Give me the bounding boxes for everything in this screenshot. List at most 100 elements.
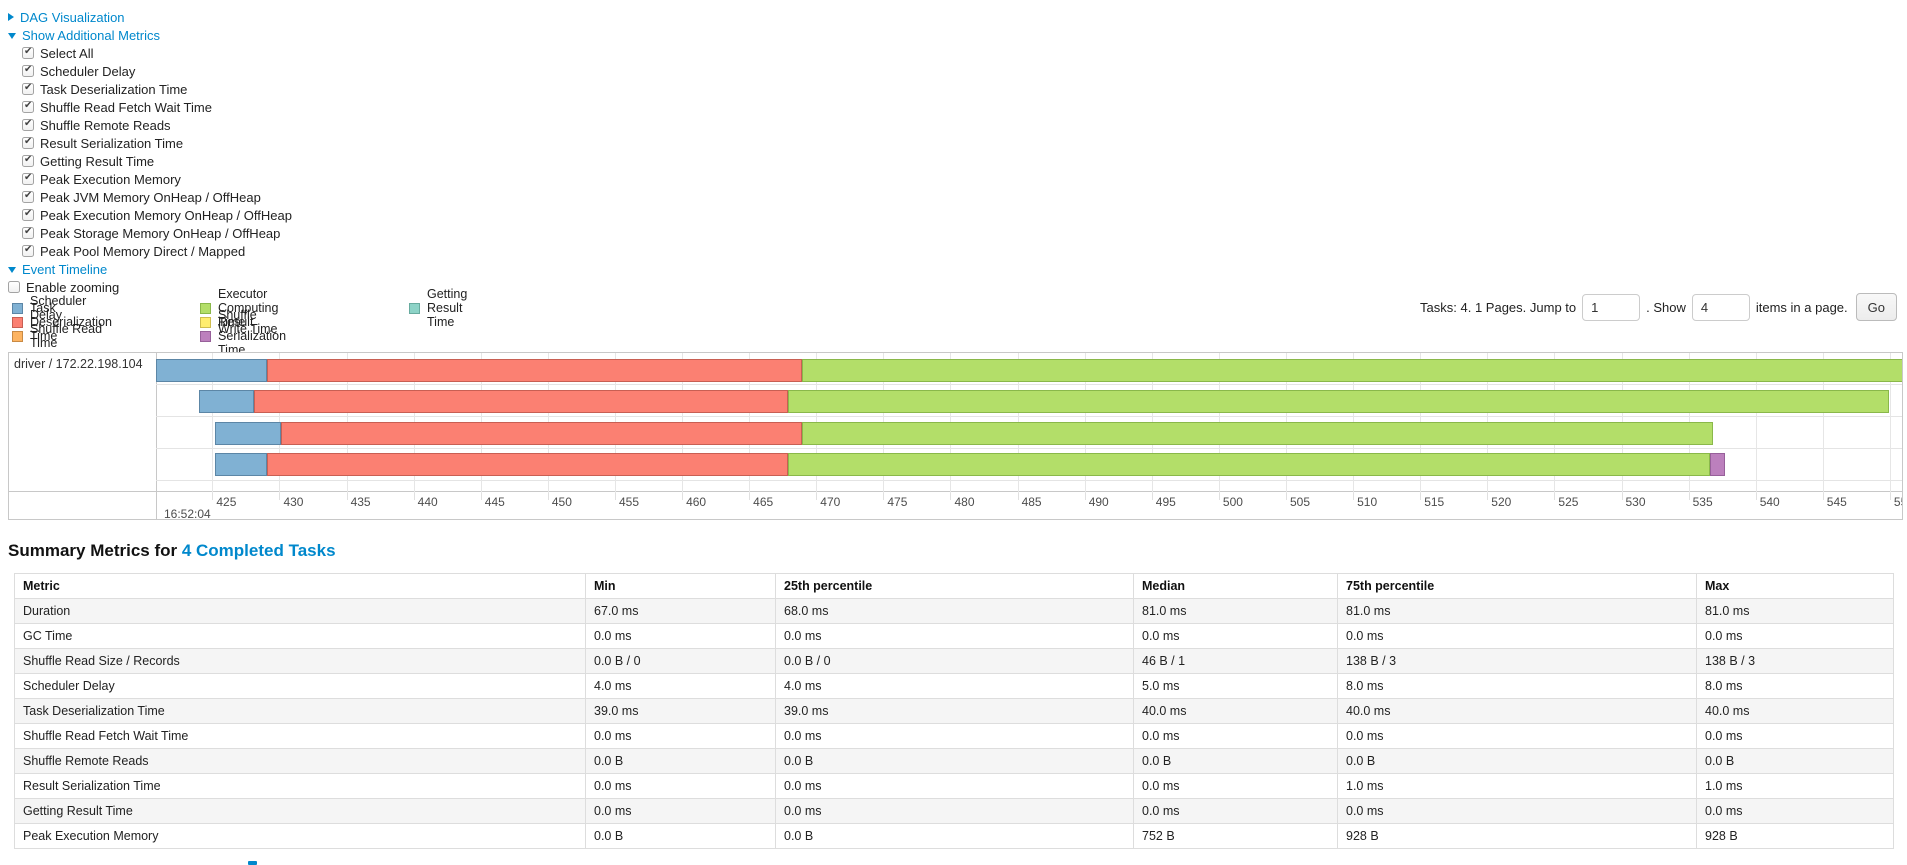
axis-tickmark: [480, 492, 482, 500]
table-cell: 0.0 B / 0: [585, 648, 776, 674]
show-additional-metrics-toggle[interactable]: Show Additional Metrics: [8, 26, 292, 44]
axis-tickmark: [1084, 492, 1086, 500]
expanded-triangle-icon: [8, 267, 16, 273]
go-button[interactable]: Go: [1855, 293, 1897, 321]
table-cell: Shuffle Read Fetch Wait Time: [14, 723, 586, 749]
table-row: Task Deserialization Time 39.0 ms 39.0 ms 4…: [14, 698, 1894, 724]
metric-checkbox-row: Shuffle Read Fetch Wait Time: [22, 98, 292, 116]
summary-metrics-table: Metric Min 25th percentile Median 75th perce…: [14, 573, 1894, 849]
timeline-bar-segment-executor_computing[interactable]: [788, 390, 1889, 413]
timeline-bar-segment-executor_computing[interactable]: [801, 422, 1713, 445]
axis-tick-label: 475: [887, 495, 908, 509]
axis-tick-label: 445: [484, 495, 505, 509]
table-cell: Task Deserialization Time: [14, 698, 586, 724]
timeline-bar-segment-scheduler_delay[interactable]: [156, 359, 268, 382]
table-cell: Peak Execution Memory: [14, 823, 586, 849]
timeline-bar-segment-scheduler_delay[interactable]: [198, 390, 254, 413]
axis-tick-label: 470: [820, 495, 841, 509]
event-timeline-label: Event Timeline: [22, 261, 108, 277]
table-header-cell: Max: [1696, 573, 1894, 599]
metric-checkbox[interactable]: [22, 172, 34, 185]
table-cell: Shuffle Read Size / Records: [14, 648, 586, 674]
axis-tick-label: 510: [1357, 495, 1378, 509]
event-timeline-toggle[interactable]: Event Timeline: [8, 260, 292, 278]
axis-tick-label: 545: [1826, 495, 1847, 509]
metric-checkbox[interactable]: [22, 100, 34, 113]
axis-tick-label: 540: [1759, 495, 1780, 509]
table-cell: 4.0 ms: [775, 673, 1134, 699]
table-cell: 67.0 ms: [585, 598, 776, 624]
table-cell: 0.0 ms: [1696, 798, 1894, 824]
metric-checkbox[interactable]: [22, 64, 34, 77]
table-row: Shuffle Read Size / Records 0.0 B / 0 0.0 …: [14, 648, 1894, 674]
axis-tick-label: 505: [1289, 495, 1311, 509]
axis-tick-label: 450: [551, 495, 572, 509]
metric-checkbox[interactable]: [22, 208, 34, 221]
table-cell: 138 B / 3: [1337, 648, 1697, 674]
enable-zooming-checkbox[interactable]: [8, 281, 20, 293]
table-cell: 0.0 ms: [775, 798, 1134, 824]
axis-tick-label: 550: [1893, 495, 1902, 509]
table-cell: 0.0 B: [775, 748, 1134, 774]
metric-checkbox[interactable]: [22, 136, 34, 149]
timeline-bar-segment-result_serialization[interactable]: [1710, 453, 1725, 476]
timeline-bar-segment-scheduler_delay[interactable]: [215, 453, 268, 476]
axis-tickmark: [1688, 492, 1690, 500]
table-cell: 0.0 ms: [775, 623, 1134, 649]
axis-tickmark: [279, 492, 281, 500]
timeline-bar-segment-task_deserialization[interactable]: [253, 390, 789, 413]
legend-label: Scheduler Delay: [30, 294, 87, 322]
table-cell: 40.0 ms: [1337, 698, 1697, 724]
completed-tasks-link[interactable]: 4 Completed Tasks: [181, 541, 336, 560]
timeline-bar-segment-task_deserialization[interactable]: [267, 453, 789, 476]
metric-checkbox-row: Scheduler Delay: [22, 62, 292, 80]
metric-checkbox[interactable]: [22, 118, 34, 131]
timeline-bar-segment-task_deserialization[interactable]: [280, 422, 802, 445]
table-cell: 8.0 ms: [1696, 673, 1894, 699]
legend-item: Task Deserialization Time: [12, 301, 112, 343]
metric-checkbox[interactable]: [22, 226, 34, 239]
table-row: Scheduler Delay 4.0 ms 4.0 ms 5.0 ms 8.0 ms 8…: [14, 673, 1894, 699]
table-cell: Shuffle Remote Reads: [14, 748, 586, 774]
table-cell: 4.0 ms: [585, 673, 776, 699]
metric-checkbox[interactable]: [22, 190, 34, 203]
axis-tick-label: 515: [1424, 495, 1445, 509]
metric-checkbox[interactable]: [22, 244, 34, 257]
metric-checkbox-row: Peak Execution Memory: [22, 170, 292, 188]
jump-to-page-input[interactable]: [1582, 293, 1641, 321]
metric-checkbox[interactable]: [22, 82, 34, 95]
summary-metrics-title: Summary Metrics for 4 Completed Tasks: [8, 541, 336, 561]
items-per-page-input[interactable]: [1691, 293, 1750, 321]
timeline-bar-segment-task_deserialization[interactable]: [267, 359, 802, 382]
table-cell: 0.0 B: [1696, 748, 1894, 774]
table-header-cell: 25th percentile: [775, 573, 1134, 599]
axis-tick-label: 480: [954, 495, 975, 509]
table-cell: 928 B: [1696, 823, 1894, 849]
row-separator-line: [156, 480, 1902, 481]
metric-checkbox[interactable]: [22, 46, 34, 59]
timeline-bar-segment-executor_computing[interactable]: [788, 453, 1711, 476]
table-row: GC Time 0.0 ms 0.0 ms 0.0 ms 0.0 ms 0.0 ms: [14, 623, 1894, 649]
stage-page-controls: DAG Visualization Show Additional Metric…: [8, 8, 292, 296]
timeline-bar-segment-scheduler_delay[interactable]: [215, 422, 281, 445]
dag-visualization-toggle[interactable]: DAG Visualization: [8, 8, 292, 26]
axis-tickmark: [682, 492, 684, 500]
table-cell: Scheduler Delay: [14, 673, 586, 699]
executor-row-label: driver / 172.22.198.104: [14, 357, 143, 371]
axis-tickmark: [413, 492, 415, 500]
table-row: Result Serialization Time 0.0 ms 0.0 ms 0.0…: [14, 773, 1894, 799]
axis-tickmark: [614, 492, 616, 500]
timeline-bar-segment-executor_computing[interactable]: [801, 359, 1902, 382]
legend-item: Getting Result Time: [409, 287, 467, 329]
table-cell: 68.0 ms: [775, 598, 1134, 624]
table-cell: 0.0 ms: [585, 723, 776, 749]
axis-tickmark: [1822, 492, 1824, 500]
axis-tickmark: [346, 492, 348, 500]
metric-checkbox-row: Result Serialization Time: [22, 134, 292, 152]
table-row: Getting Result Time 0.0 ms 0.0 ms 0.0 ms 0.0…: [14, 798, 1894, 824]
pagination-prefix-text: Tasks: 4. 1 Pages. Jump to: [1420, 299, 1577, 315]
axis-tickmark: [749, 492, 751, 500]
table-cell: 81.0 ms: [1337, 598, 1697, 624]
axis-tickmark: [1621, 492, 1623, 500]
metric-checkbox[interactable]: [22, 154, 34, 167]
